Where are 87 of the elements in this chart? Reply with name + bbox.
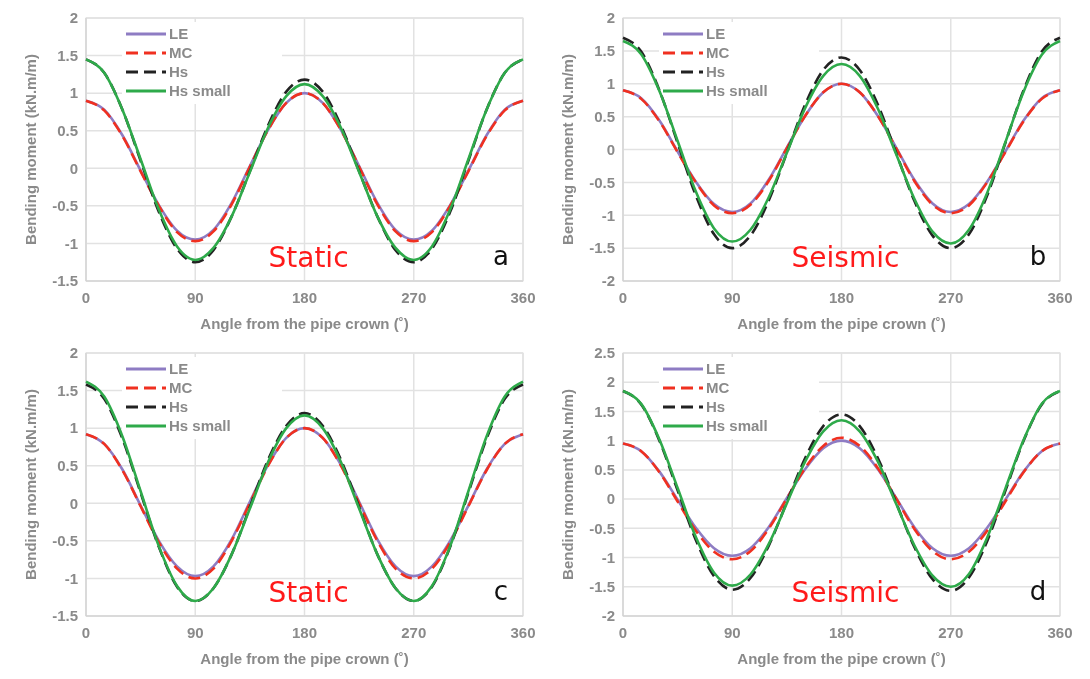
y-tick-label: 0 xyxy=(69,494,78,512)
y-tick-label: 1 xyxy=(69,419,78,437)
y-tick-label: -1.5 xyxy=(589,578,615,596)
legend-label: MC xyxy=(706,379,730,397)
y-tick-label: 0 xyxy=(69,159,78,177)
x-tick-label: 270 xyxy=(401,289,427,306)
y-tick-label: 1 xyxy=(606,75,615,92)
x-axis-title: Angle from the pipe crown (˚) xyxy=(737,315,946,332)
annotation: a xyxy=(493,241,509,271)
y-tick-label: -2 xyxy=(601,272,615,290)
y-axis-title: Bending moment (kN.m/m) xyxy=(22,389,39,580)
y-tick-label: 1.5 xyxy=(57,46,78,64)
legend-label: LE xyxy=(169,25,189,43)
x-tick-label: 180 xyxy=(828,289,855,306)
y-axis-title: Bending moment (kN.m/m) xyxy=(559,54,576,245)
x-tick-label: 360 xyxy=(1047,289,1073,306)
y-tick-label: -1 xyxy=(601,206,615,224)
legend-label: Hs xyxy=(706,398,726,416)
legend-label: LE xyxy=(706,360,726,378)
annotation: c xyxy=(493,576,509,606)
y-tick-label: 0.5 xyxy=(57,121,78,139)
legend-label: Hs small xyxy=(169,417,231,435)
y-tick-label: -1 xyxy=(64,234,78,252)
x-tick-label: 90 xyxy=(186,289,204,306)
y-tick-label: 0.5 xyxy=(594,107,615,125)
x-axis-title: Angle from the pipe crown (˚) xyxy=(200,650,409,667)
annotation: b xyxy=(1029,241,1047,271)
legend-label: LE xyxy=(169,360,189,378)
y-tick-label: 1.5 xyxy=(594,42,615,60)
legend-label: LE xyxy=(706,25,726,43)
x-tick-label: 180 xyxy=(291,624,318,641)
y-tick-label: 0.5 xyxy=(57,456,78,474)
x-axis-title: Angle from the pipe crown (˚) xyxy=(200,315,409,332)
x-tick-label: 360 xyxy=(510,624,536,641)
y-tick-label: -1.5 xyxy=(52,607,78,625)
y-tick-label: -0.5 xyxy=(52,197,78,215)
x-tick-label: 0 xyxy=(81,289,91,306)
y-tick-label: -1 xyxy=(601,548,615,566)
legend-label: Hs small xyxy=(706,82,768,100)
legend-label: Hs xyxy=(169,63,189,81)
x-tick-label: 180 xyxy=(828,624,855,641)
x-tick-label: 90 xyxy=(723,289,741,306)
y-tick-label: 0.5 xyxy=(594,461,615,479)
x-tick-label: 0 xyxy=(81,624,91,641)
y-tick-label: -1.5 xyxy=(52,272,78,290)
x-axis-title: Angle from the pipe crown (˚) xyxy=(737,650,946,667)
x-tick-label: 0 xyxy=(618,289,628,306)
x-tick-label: 360 xyxy=(510,289,536,306)
annotation: d xyxy=(1029,576,1047,606)
y-tick-label: 2 xyxy=(606,373,615,391)
y-tick-label: 2 xyxy=(69,344,78,362)
y-tick-label: 0 xyxy=(606,140,615,158)
x-tick-label: 360 xyxy=(1047,624,1073,641)
y-tick-label: 1.5 xyxy=(57,381,78,399)
annotation: Static xyxy=(268,241,349,274)
x-tick-label: 90 xyxy=(723,624,741,641)
y-tick-label: -1.5 xyxy=(589,239,615,257)
y-tick-label: 1 xyxy=(69,84,78,102)
y-tick-label: -0.5 xyxy=(589,173,615,191)
y-tick-label: 1.5 xyxy=(594,402,615,420)
y-tick-label: 2 xyxy=(606,9,615,27)
legend-label: MC xyxy=(169,379,193,397)
x-tick-label: 270 xyxy=(938,624,964,641)
legend-label: MC xyxy=(169,44,193,62)
y-tick-label: 2 xyxy=(69,9,78,27)
y-axis-title: Bending moment (kN.m/m) xyxy=(559,389,576,580)
annotation: Seismic xyxy=(791,576,900,609)
y-tick-label: -2 xyxy=(601,607,615,625)
legend-label: Hs xyxy=(706,63,726,81)
annotation: Static xyxy=(268,576,349,609)
y-tick-label: 2.5 xyxy=(594,344,615,362)
legend-label: Hs xyxy=(169,398,189,416)
x-tick-label: 90 xyxy=(186,624,204,641)
legend-label: Hs small xyxy=(169,82,231,100)
x-tick-label: 270 xyxy=(401,624,427,641)
y-axis-title: Bending moment (kN.m/m) xyxy=(22,54,39,245)
y-tick-label: -0.5 xyxy=(589,519,615,537)
x-tick-label: 270 xyxy=(938,289,964,306)
annotation: Seismic xyxy=(791,241,900,274)
y-tick-label: -0.5 xyxy=(52,532,78,550)
y-tick-label: 0 xyxy=(606,490,615,508)
x-tick-label: 180 xyxy=(291,289,318,306)
legend-label: MC xyxy=(706,44,730,62)
x-tick-label: 0 xyxy=(618,624,628,641)
y-tick-label: 1 xyxy=(606,431,615,449)
y-tick-label: -1 xyxy=(64,569,78,587)
legend-label: Hs small xyxy=(706,417,768,435)
